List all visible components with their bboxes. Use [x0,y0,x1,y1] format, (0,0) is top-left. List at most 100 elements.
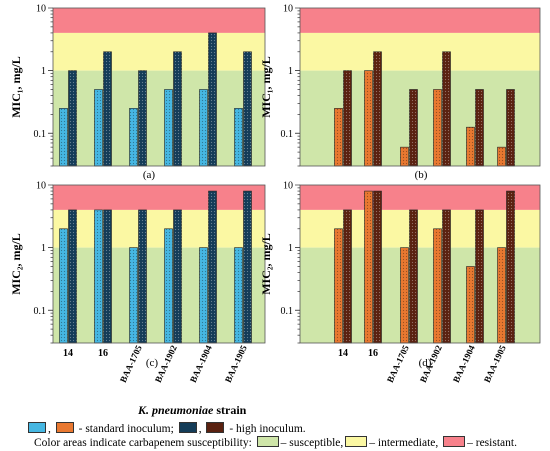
intermediate-zone [53,209,265,248]
bar-texture [59,228,68,343]
panel-a: 10 1 0.1 MIC₁, mg/L (a) [9,4,266,181]
y-tick-1: 1 [288,66,293,77]
bar-texture [199,89,208,166]
susceptible-zone [53,247,265,343]
y-tick-0.1: 0.1 [34,306,47,317]
panel-label-b: (b) [415,169,428,181]
bar-texture [94,209,103,343]
x-tick-label: 14 [63,348,73,359]
bar-texture [68,70,77,166]
panel-d: 10 1 0.1 MIC₂, mg/L (d) [259,181,541,369]
intermediate-zone [53,32,265,71]
panel-c: 10 1 0.1 MIC₂, mg/L (c) [9,181,266,369]
bar-texture [506,191,515,343]
y-tick-10: 10 [36,181,46,192]
bar-texture [173,51,182,166]
bar-texture [343,209,352,343]
bar-texture [497,147,506,166]
bar-texture [199,247,208,343]
x-tick-label: BAA-1904 [451,343,477,384]
x-tick-label: 16 [368,348,378,359]
bar-texture [208,191,217,343]
bar-texture [234,247,243,343]
resistant-zone [300,8,540,33]
y-tick-10: 10 [36,4,46,15]
susceptible-zone [53,70,265,166]
bar-texture [129,247,138,343]
y-axis-title: MIC₂, mg/L [9,233,23,295]
y-axis-title: MIC₂, mg/L [259,233,273,295]
resistant-zone [300,185,540,210]
bar-texture [103,51,112,166]
y-tick-0.1: 0.1 [34,129,47,140]
legend-intermediate-text: – intermediate, [369,437,439,449]
bar-texture [506,89,515,166]
bar-texture [68,209,77,343]
panel-label-d: (d) [419,357,432,369]
y-tick-0.1: 0.1 [281,129,294,140]
bar-texture [138,209,147,343]
y-axis-title: MIC₁, mg/L [9,56,23,118]
y-tick-10: 10 [283,181,293,192]
figure-canvas: 10 1 0.1 MIC₁, mg/L (a) 10 1 0.1 MIC₁, m… [9,4,541,417]
bar-texture [400,147,409,166]
x-tick-label: BAA-1905 [482,343,508,384]
x-tick-label: BAA-1905 [223,343,249,384]
plot-frame [299,184,541,344]
bar-texture [497,247,506,343]
plot-frame [52,7,266,167]
bar-texture [364,70,373,166]
plot-frame [299,7,541,167]
legend-sep: , [198,423,202,435]
intermediate-zone [300,32,540,71]
bar-texture [208,32,217,166]
y-tick-10: 10 [283,4,293,15]
bar-texture [129,108,138,166]
x-tick-label: BAA-1705 [118,343,144,384]
bar-texture [433,89,442,166]
x-tick-label: BAA-1705 [385,343,411,384]
bar-texture [409,89,418,166]
bar-texture [400,247,409,343]
legend-susceptible-text: – susceptible, [280,437,344,449]
swatch-high-brown [206,422,225,433]
bar-texture [442,51,451,166]
swatch-susceptible [256,436,279,447]
bar-texture [334,108,343,166]
bar-texture [334,228,343,343]
bar-texture [164,89,173,166]
x-tick-label: 16 [98,348,108,359]
bar-texture [373,191,382,343]
legend-standard-text: - standard inoculum; [75,423,174,435]
y-tick-1: 1 [41,66,46,77]
y-tick-1: 1 [41,243,46,254]
bar-texture [234,108,243,166]
legend-high-text: - high inoculum. [226,423,306,435]
bar-texture [364,191,373,343]
x-tick-label: 14 [338,348,348,359]
y-tick-1: 1 [288,243,293,254]
bar-texture [94,89,103,166]
bar-texture [243,51,252,166]
swatch-resistant [443,436,466,447]
bar-texture [442,209,451,343]
panel-label-a: (a) [143,169,156,181]
bar-texture [433,228,442,343]
bar-texture [343,70,352,166]
bar-texture [173,209,182,343]
legend-sep: , [48,423,51,435]
panel-b: 10 1 0.1 MIC₁, mg/L (b) [259,4,541,181]
bar-texture [475,209,484,343]
bar-texture [373,51,382,166]
bar-texture [466,266,475,343]
resistant-zone [53,185,265,210]
bar-texture [103,209,112,343]
x-tick-label: BAA-1904 [188,343,214,384]
resistant-zone [53,8,265,33]
plot-frame [52,184,266,344]
panel-label-c: (c) [146,357,159,369]
legend-zones-intro: Color areas indicate carbapenem suscepti… [34,437,252,449]
y-tick-0.1: 0.1 [281,306,294,317]
legend-resistant-text: – resistant. [467,437,517,449]
bar-texture [164,228,173,343]
